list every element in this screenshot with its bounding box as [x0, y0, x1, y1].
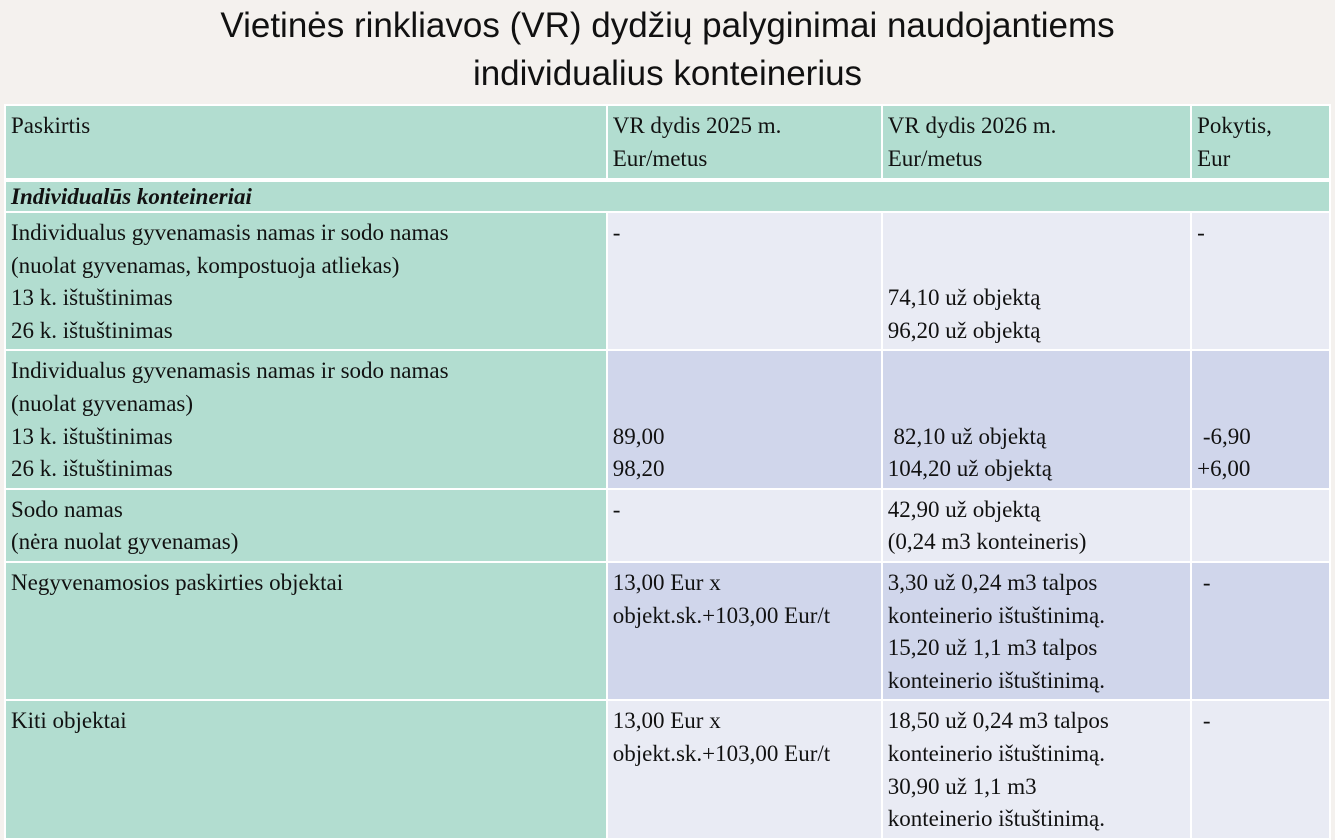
cell-line: [888, 217, 1185, 250]
cell-line: Individualus gyvenamasis namas ir sodo n…: [11, 358, 449, 384]
cell-vr-2025: 13,00 Eur x objekt.sk.+103,00 Eur/t: [605, 699, 883, 840]
cell-line: -: [1197, 708, 1211, 734]
cell-line: 13,00 Eur x: [612, 569, 721, 595]
cell-vr-2025: 13,00 Eur x objekt.sk.+103,00 Eur/t: [605, 560, 883, 702]
cell-paskirtis: Individualus gyvenamasis namas ir sodo n…: [4, 210, 608, 352]
cell-line: (0,24 m3 konteineris): [887, 529, 1087, 555]
cell-line: 13 k. ištuštinimas: [11, 423, 173, 449]
cell-line: Paskirtis: [11, 113, 91, 138]
cell-line: [888, 250, 1185, 283]
cell-line: 42,90 už objektą: [887, 496, 1041, 522]
cell-paskirtis: Sodo namas (nėra nuolat gyvenamas): [4, 487, 608, 563]
cell-paskirtis: Negyvenamosios paskirties objektai: [4, 560, 608, 702]
cell-line: Individualus gyvenamasis namas ir sodo n…: [11, 220, 449, 245]
cell-paskirtis: Kiti objektai: [4, 699, 608, 840]
cell-line: 30,90 už 1,1 m3: [887, 773, 1037, 799]
cell-line: -6,90: [1197, 423, 1251, 449]
table-row: Kiti objektai 13,00 Eur x objekt.sk.+103,0…: [4, 699, 1331, 840]
table-row: Sodo namas (nėra nuolat gyvenamas) - 42,90 …: [4, 487, 1331, 563]
cell-line: 26 k. ištuštinimas: [11, 456, 173, 482]
cell-line: (nėra nuolat gyvenamas): [11, 529, 239, 555]
slide-title: Vietinės rinkliavos (VR) dydžių palygini…: [0, 0, 1335, 98]
cell-line: konteinerio ištuštinimą.: [887, 740, 1105, 766]
header-row: Paskirtis VR dydis 2025 m. Eur/metus VR dyd…: [4, 104, 1331, 182]
cell-line: 3,30 už 0,24 m3 talpos: [887, 569, 1098, 595]
cell-line: Eur/metus: [887, 145, 983, 171]
cell-line: konteinerio ištuštinimą.: [887, 806, 1105, 832]
table-row: Individualus gyvenamasis namas ir sodo n…: [4, 349, 1331, 490]
cell-line: Pokytis,: [1197, 113, 1272, 138]
cell-paskirtis: Individualus gyvenamasis namas ir sodo n…: [4, 349, 608, 490]
cell-vr-2026: 42,90 už objektą (0,24 m3 konteineris): [880, 487, 1193, 563]
cell-pokytis: [1190, 487, 1331, 563]
cell-line: [613, 388, 876, 421]
cell-line: [888, 355, 1185, 388]
cell-vr-2026: 82,10 už objektą 104,20 už objektą: [880, 349, 1193, 490]
cell-line: +6,00: [1197, 456, 1251, 482]
cell-pokytis: -6,90 +6,00: [1190, 349, 1331, 490]
cell-vr-2026: VR dydis 2026 m. Eur/metus: [880, 104, 1193, 182]
cell-line: konteinerio ištuštinimą.: [887, 667, 1105, 693]
cell-line: 13,00 Eur x: [612, 708, 721, 734]
cell-line: -: [612, 496, 621, 522]
cell-vr-2026: 74,10 už objektą 96,20 už objektą: [880, 210, 1193, 352]
cell-line: objekt.sk.+103,00 Eur/t: [612, 602, 831, 628]
cell-line: 98,20: [612, 456, 665, 482]
cell-pokytis: Pokytis, Eur: [1190, 104, 1331, 182]
cell-pokytis: -: [1190, 560, 1331, 702]
cell-line: [1197, 494, 1324, 527]
cell-vr-2025: VR dydis 2025 m. Eur/metus: [605, 104, 883, 182]
cell-line: (nuolat gyvenamas): [11, 390, 194, 416]
cell-line: -: [1197, 220, 1205, 245]
cell-line: [613, 355, 876, 388]
cell-line: Eur/metus: [612, 145, 708, 171]
cell-line: Sodo namas: [11, 496, 123, 522]
cell-line: 18,50 už 0,24 m3 talpos: [887, 708, 1109, 734]
section-row: Individualūs konteineriai: [4, 179, 1331, 213]
table-row: Negyvenamosios paskirties objektai 13,00 …: [4, 560, 1331, 702]
cell-line: konteinerio ištuštinimą.: [887, 602, 1105, 628]
cell-line: -: [1197, 569, 1211, 595]
cell-line: objekt.sk.+103,00 Eur/t: [612, 740, 831, 766]
cell-line: [1197, 388, 1324, 421]
table-row: Individualus gyvenamasis namas ir sodo n…: [4, 210, 1331, 352]
cell-line: 104,20 už objektą: [887, 456, 1052, 482]
cell-vr-2025: -: [605, 210, 883, 352]
cell-line: -: [612, 220, 621, 245]
cell-vr-2026: 3,30 už 0,24 m3 talpos konteinerio ištušt…: [880, 560, 1193, 702]
cell-line: Kiti objektai: [11, 708, 127, 734]
section-title: Individualūs konteineriai: [4, 179, 1331, 213]
title-line-1: Vietinės rinkliavos (VR) dydžių palygini…: [220, 6, 1115, 45]
cell-line: 89,00: [612, 423, 665, 449]
cell-vr-2025: -: [605, 487, 883, 563]
cell-line: (nuolat gyvenamas, kompostuoja atliekas): [11, 252, 400, 278]
cell-vr-2025: 89,00 98,20: [605, 349, 883, 490]
cell-line: 26 k. ištuštinimas: [11, 317, 173, 343]
cell-line: Eur: [1197, 145, 1231, 171]
fee-comparison-table: Paskirtis VR dydis 2025 m. Eur/metus VR dyd…: [4, 104, 1331, 840]
cell-pokytis: -: [1190, 210, 1331, 352]
title-line-2: individualius konteinerius: [472, 54, 863, 93]
cell-line: VR dydis 2026 m.: [887, 113, 1057, 138]
cell-line: 96,20 už objektą: [887, 317, 1041, 343]
cell-pokytis: -: [1190, 699, 1331, 840]
cell-line: 15,20 už 1,1 m3 talpos: [887, 635, 1098, 661]
cell-line: 82,10 už objektą: [887, 423, 1047, 449]
cell-line: [888, 388, 1185, 421]
cell-line: 74,10 už objektą: [887, 285, 1041, 311]
cell-line: [1197, 355, 1324, 388]
cell-line: VR dydis 2025 m.: [612, 113, 782, 138]
cell-paskirtis: Paskirtis: [4, 104, 608, 182]
cell-line: 13 k. ištuštinimas: [11, 285, 173, 311]
cell-line: Negyvenamosios paskirties objektai: [11, 569, 344, 595]
